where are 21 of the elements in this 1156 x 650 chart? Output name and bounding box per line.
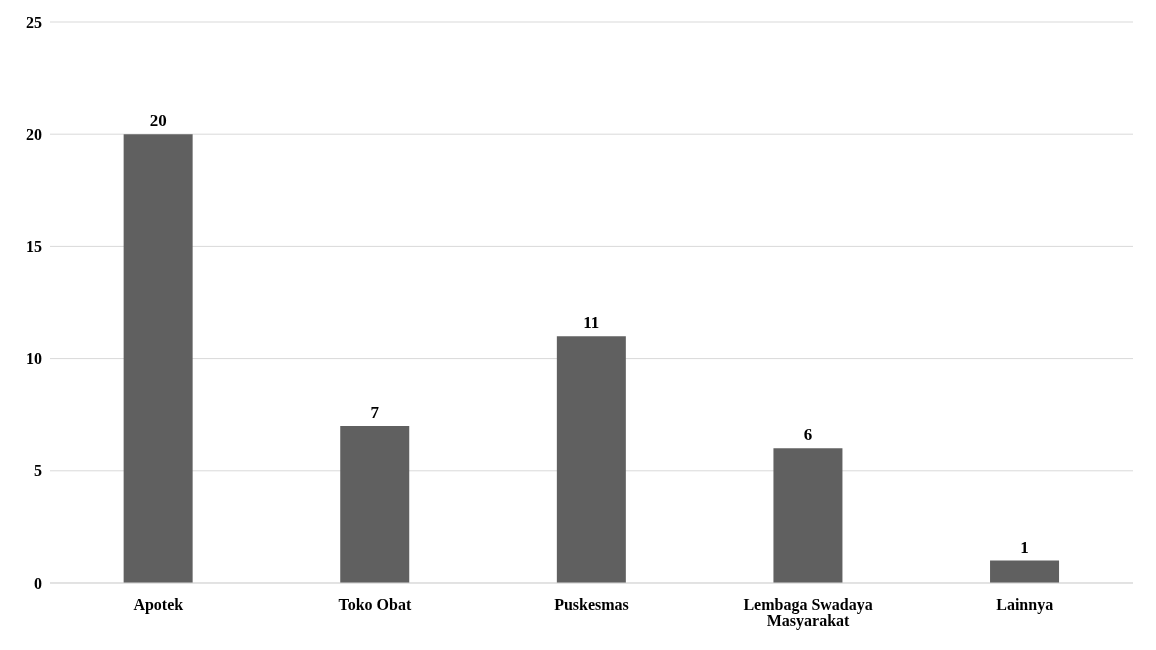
data-label: 6: [803, 425, 813, 445]
x-tick-label: Toko Obat: [338, 596, 412, 614]
data-label: 7: [370, 402, 380, 422]
y-tick-label: 25: [26, 13, 42, 31]
bar: [340, 425, 410, 583]
data-label: 11: [583, 313, 600, 333]
bar: [990, 560, 1060, 583]
data-label: 20: [149, 111, 167, 131]
bar: [123, 134, 193, 583]
data-label: 1: [1020, 537, 1029, 557]
x-tick-label: Puskesmas: [554, 596, 629, 614]
bar: [556, 336, 626, 583]
y-tick-label: 20: [26, 125, 42, 143]
y-tick-label: 5: [34, 462, 42, 480]
x-tick-label: Lainnya: [996, 596, 1054, 615]
bar: [773, 448, 843, 583]
x-tick-label: Apotek: [133, 596, 184, 615]
y-tick-label: 15: [26, 238, 42, 256]
y-tick-label: 10: [26, 350, 42, 368]
y-tick-label: 0: [34, 574, 42, 592]
x-tick-label: Lembaga Swadaya Masyarakat: [743, 596, 873, 631]
